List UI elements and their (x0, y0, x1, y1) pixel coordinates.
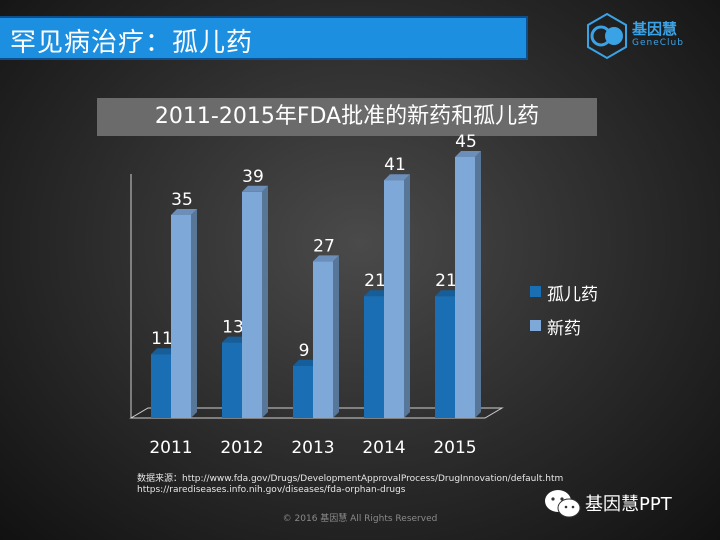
bar-top-孤儿药-2011 (151, 348, 177, 355)
wechat-badge: 基因慧PPT (543, 488, 672, 524)
source-line-2: https://rarediseases.info.nih.gov/diseas… (137, 485, 406, 495)
bar-top-新药-2013 (313, 255, 339, 262)
wechat-label: 基因慧PPT (585, 494, 672, 515)
header-bar: 罕见病治疗：孤儿药 (0, 16, 528, 60)
copyright: © 2016 基因慧 All Rights Reserved (282, 514, 438, 524)
gene-logo-icon (587, 12, 627, 60)
bar-top-孤儿药-2014 (364, 290, 390, 297)
page-title: 罕见病治疗：孤儿药 (10, 28, 254, 58)
bar-孤儿药-2014 (364, 296, 384, 418)
bar-top-新药-2014 (384, 174, 410, 181)
bar-孤儿药-2015 (435, 296, 455, 418)
wechat-icon (545, 490, 581, 518)
bar-新药-2014 (384, 180, 404, 418)
logo-subtitle: GeneClub (632, 38, 684, 48)
chart-title: 2011-2015年FDA批准的新药和孤儿药 (97, 98, 597, 136)
bar-side-新药-2014 (404, 174, 410, 418)
bar-新药-2013 (313, 261, 333, 418)
bar-side-新药-2015 (475, 151, 481, 418)
bar-top-孤儿药-2013 (293, 359, 319, 366)
x-tick-label-2015: 2015 (433, 438, 476, 458)
bar-side-新药-2012 (262, 185, 268, 418)
bar-side-新药-2011 (191, 209, 197, 418)
bar-孤儿药-2013 (293, 365, 313, 418)
bar-top-孤儿药-2012 (222, 336, 248, 343)
x-tick-label-2012: 2012 (220, 438, 263, 458)
data-label-孤儿药-2013: 9 (299, 341, 310, 361)
x-tick-label-2014: 2014 (362, 438, 405, 458)
bar-side-新药-2013 (333, 255, 339, 418)
bar-孤儿药-2011 (151, 354, 171, 418)
data-label-孤儿药-2015: 21 (435, 271, 457, 291)
data-label-孤儿药-2012: 13 (222, 318, 244, 338)
legend-label-new: 新药 (547, 319, 581, 339)
data-label-孤儿药-2011: 11 (151, 329, 173, 349)
legend-swatch-new (530, 320, 541, 331)
bar-top-新药-2015 (455, 151, 481, 157)
x-tick-label-2013: 2013 (291, 438, 334, 458)
data-label-新药-2015: 45 (455, 132, 477, 152)
bar-孤儿药-2012 (222, 342, 242, 418)
bar-新药-2015 (455, 157, 475, 418)
legend-label-orphan: 孤儿药 (547, 285, 598, 305)
data-label-新药-2014: 41 (384, 155, 406, 175)
bar-top-新药-2011 (171, 209, 197, 215)
logo-name: 基因慧 (632, 20, 678, 38)
bar-新药-2011 (171, 215, 191, 418)
data-label-新药-2012: 39 (242, 167, 264, 187)
legend-swatch-orphan (530, 286, 541, 297)
bar-新药-2012 (242, 191, 262, 418)
x-tick-label-2011: 2011 (149, 438, 192, 458)
data-label-新药-2011: 35 (171, 190, 193, 210)
source-line-1: 数据来源：http://www.fda.gov/Drugs/Developmen… (137, 474, 564, 484)
data-label-新药-2013: 27 (313, 236, 335, 256)
logo: 基因慧 GeneClub (584, 10, 714, 60)
data-label-孤儿药-2014: 21 (364, 271, 386, 291)
data-source: 数据来源：http://www.fda.gov/Drugs/Developmen… (137, 474, 563, 496)
bar-top-新药-2012 (242, 185, 268, 192)
bar-top-孤儿药-2015 (435, 290, 461, 297)
